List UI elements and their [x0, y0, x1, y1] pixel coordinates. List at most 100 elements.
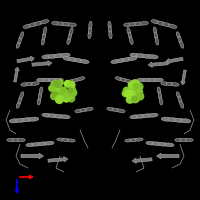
FancyArrow shape [32, 61, 52, 66]
Ellipse shape [178, 96, 182, 104]
Ellipse shape [158, 92, 162, 100]
Circle shape [125, 89, 136, 100]
Circle shape [50, 91, 59, 100]
Ellipse shape [130, 53, 139, 57]
Ellipse shape [61, 53, 70, 57]
Ellipse shape [148, 78, 157, 82]
Ellipse shape [69, 28, 73, 35]
FancyArrow shape [14, 67, 19, 82]
Circle shape [50, 92, 58, 100]
FancyArrow shape [132, 158, 152, 163]
Circle shape [50, 81, 58, 88]
Circle shape [58, 88, 66, 97]
Ellipse shape [31, 82, 39, 85]
Ellipse shape [39, 87, 43, 95]
Ellipse shape [34, 21, 43, 25]
Ellipse shape [157, 87, 161, 95]
Ellipse shape [127, 28, 131, 35]
Ellipse shape [26, 82, 34, 86]
Circle shape [61, 88, 69, 96]
Ellipse shape [120, 78, 128, 82]
Ellipse shape [52, 21, 60, 25]
Ellipse shape [26, 143, 35, 147]
Circle shape [68, 81, 75, 89]
Circle shape [63, 96, 70, 103]
Ellipse shape [111, 59, 120, 64]
Ellipse shape [128, 56, 137, 61]
Ellipse shape [185, 138, 193, 142]
Circle shape [123, 87, 133, 97]
Circle shape [131, 95, 138, 102]
Ellipse shape [124, 23, 132, 27]
Ellipse shape [16, 101, 20, 108]
Ellipse shape [165, 143, 174, 147]
Ellipse shape [45, 141, 54, 145]
FancyArrow shape [17, 56, 34, 63]
Ellipse shape [176, 92, 180, 99]
Circle shape [135, 85, 142, 92]
Ellipse shape [57, 138, 65, 141]
Ellipse shape [117, 58, 126, 63]
Ellipse shape [77, 77, 85, 81]
Ellipse shape [67, 79, 75, 83]
Ellipse shape [20, 92, 24, 99]
Ellipse shape [108, 26, 112, 34]
Ellipse shape [21, 83, 29, 86]
Ellipse shape [80, 108, 88, 112]
Circle shape [52, 80, 60, 87]
Ellipse shape [143, 78, 152, 82]
Ellipse shape [142, 54, 152, 58]
Ellipse shape [168, 118, 178, 122]
Circle shape [123, 88, 129, 94]
Ellipse shape [89, 21, 92, 29]
Circle shape [128, 90, 138, 100]
Ellipse shape [178, 36, 182, 44]
Circle shape [126, 96, 134, 104]
Ellipse shape [117, 109, 125, 113]
Ellipse shape [152, 142, 162, 146]
Ellipse shape [109, 31, 112, 39]
Ellipse shape [136, 114, 146, 118]
Circle shape [128, 84, 137, 93]
Ellipse shape [18, 36, 22, 44]
Ellipse shape [54, 114, 64, 118]
Ellipse shape [166, 82, 174, 86]
Circle shape [126, 86, 133, 93]
Ellipse shape [88, 26, 92, 34]
Ellipse shape [146, 141, 155, 145]
Ellipse shape [38, 92, 42, 100]
Ellipse shape [151, 20, 160, 24]
Ellipse shape [18, 96, 22, 104]
Ellipse shape [37, 78, 46, 82]
FancyArrow shape [21, 153, 44, 159]
Circle shape [67, 87, 73, 93]
Ellipse shape [41, 37, 45, 45]
Ellipse shape [180, 41, 184, 48]
Circle shape [130, 89, 140, 98]
Circle shape [134, 82, 144, 91]
Ellipse shape [16, 118, 26, 122]
Ellipse shape [42, 32, 46, 40]
Circle shape [67, 81, 76, 89]
Ellipse shape [176, 32, 180, 39]
Ellipse shape [135, 22, 143, 26]
Ellipse shape [80, 59, 89, 64]
Ellipse shape [155, 37, 159, 45]
Circle shape [55, 95, 64, 104]
Circle shape [60, 86, 67, 93]
FancyArrow shape [157, 153, 179, 159]
Ellipse shape [85, 107, 93, 111]
Ellipse shape [140, 21, 148, 25]
Ellipse shape [158, 142, 168, 146]
Ellipse shape [180, 101, 184, 108]
Ellipse shape [136, 54, 146, 58]
Ellipse shape [168, 24, 177, 28]
Circle shape [55, 84, 62, 91]
Ellipse shape [149, 113, 158, 117]
Ellipse shape [48, 114, 58, 118]
Ellipse shape [42, 113, 51, 117]
Ellipse shape [12, 138, 20, 142]
Ellipse shape [62, 138, 70, 142]
FancyArrow shape [48, 157, 68, 162]
Circle shape [68, 88, 77, 98]
